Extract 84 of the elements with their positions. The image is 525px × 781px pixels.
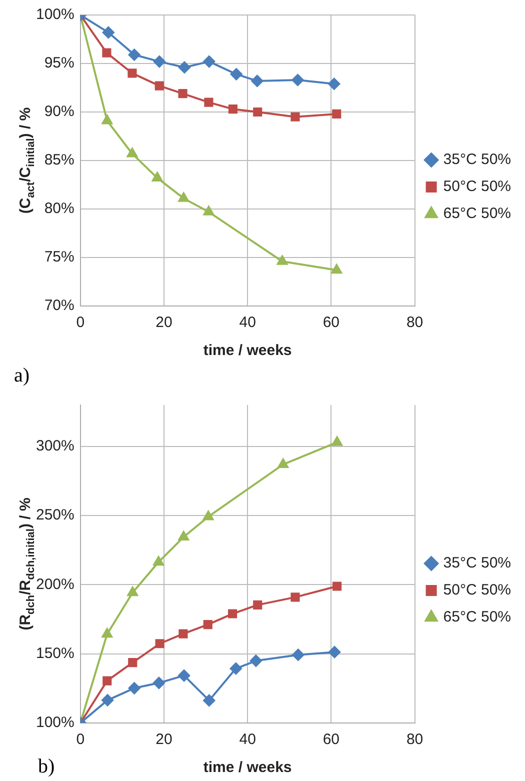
point	[128, 68, 137, 78]
x-tick-label: 80	[406, 731, 424, 748]
point	[128, 682, 140, 694]
y-tick-label: 80%	[44, 200, 74, 218]
point	[251, 74, 264, 87]
point	[250, 654, 262, 667]
point	[154, 81, 164, 90]
point	[230, 68, 242, 80]
x-tick-label: 0	[76, 314, 85, 332]
x-tick-label: 0	[76, 731, 85, 748]
x-tick-label: 20	[156, 731, 172, 748]
point	[290, 592, 300, 602]
point	[178, 531, 189, 541]
point	[228, 104, 238, 114]
point	[228, 609, 238, 618]
point	[126, 148, 138, 158]
point	[102, 694, 114, 706]
point	[276, 255, 288, 265]
y-tick-label: 250%	[36, 506, 74, 524]
x-tick-label: 80	[406, 314, 424, 332]
legend-label: 65°C 50%	[443, 608, 512, 626]
x-tick-label: 40	[239, 731, 256, 748]
point	[332, 436, 342, 446]
point	[178, 670, 190, 682]
legend-label: 65°C 50%	[443, 205, 512, 222]
point	[128, 48, 140, 61]
point	[128, 658, 138, 668]
point	[102, 26, 114, 38]
y-axis-title: (Rdch/Rdch,initial) / %	[17, 498, 38, 630]
x-tick-label: 20	[156, 314, 172, 332]
point	[152, 676, 165, 689]
x-tick-label: 60	[322, 731, 340, 748]
x-axis-title: time / weeks	[203, 342, 292, 360]
point	[153, 56, 166, 68]
point	[102, 628, 112, 638]
point	[203, 620, 212, 630]
y-tick-label: 95%	[44, 54, 74, 72]
y-tick-label: 90%	[44, 103, 74, 120]
y-tick-label: 75%	[44, 248, 74, 266]
point	[203, 694, 216, 706]
y-tick-label: 70%	[44, 297, 74, 314]
point	[178, 629, 188, 638]
y-tick-label: 150%	[36, 645, 74, 662]
y-tick-label: 300%	[36, 438, 74, 455]
y-tick-label: 85%	[44, 152, 74, 169]
point	[278, 458, 288, 468]
point	[253, 107, 262, 117]
text: b)	[38, 755, 55, 778]
y-axis-title: (Cact/Cinitial) / %	[17, 107, 38, 214]
point	[202, 510, 214, 520]
point	[290, 112, 300, 122]
x-axis-title: time / weeks	[203, 759, 292, 776]
point	[204, 98, 214, 107]
point	[331, 264, 342, 274]
point	[102, 114, 112, 124]
point	[292, 648, 304, 661]
legend-label: 50°C 50%	[443, 582, 512, 599]
y-tick-label: 100%	[36, 6, 74, 24]
point	[230, 662, 242, 675]
legend-label: 35°C 50%	[443, 554, 512, 572]
point	[102, 48, 112, 58]
point	[203, 56, 216, 68]
text: a)	[14, 364, 30, 386]
point	[178, 61, 190, 74]
x-tick-label: 60	[322, 314, 340, 332]
point	[155, 639, 164, 648]
point	[127, 586, 138, 596]
point	[102, 676, 112, 686]
y-tick-label: 200%	[36, 576, 74, 593]
point	[328, 646, 341, 658]
point	[253, 600, 262, 610]
point	[203, 206, 214, 216]
point	[332, 109, 342, 118]
x-tick-label: 40	[239, 314, 256, 332]
point	[153, 556, 164, 566]
point	[178, 192, 189, 202]
point	[328, 78, 340, 90]
point	[152, 172, 163, 182]
legend-label: 35°C 50%	[443, 151, 512, 168]
point	[332, 582, 342, 591]
legend-label: 50°C 50%	[443, 178, 512, 196]
point	[292, 74, 304, 86]
y-tick-label: 100%	[36, 714, 74, 732]
point	[178, 89, 188, 98]
